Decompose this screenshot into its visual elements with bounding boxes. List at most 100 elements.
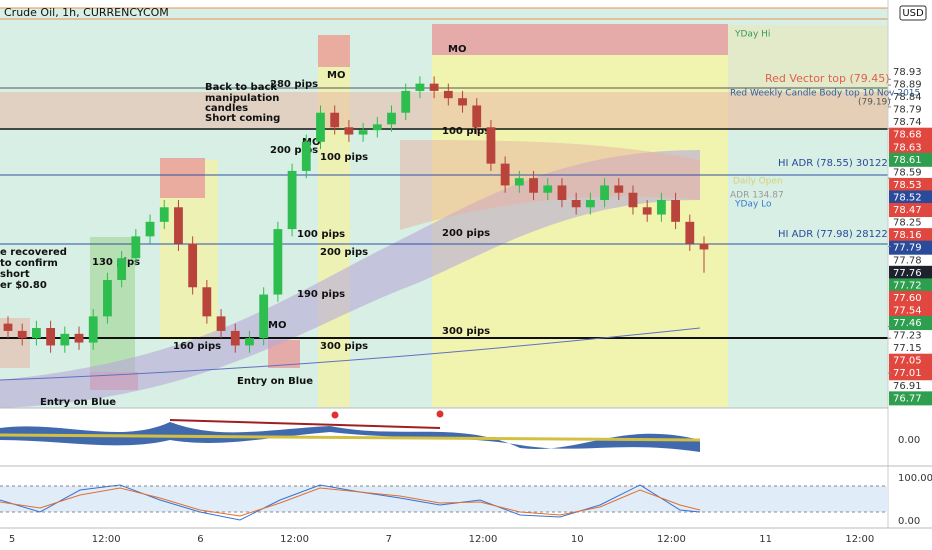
candle-body: [46, 328, 56, 346]
stoch-d: [0, 487, 701, 517]
level-label: Red Weekly Candle Body top 10 Nov 2015: [730, 89, 920, 99]
signal-dot: [436, 410, 444, 418]
osc-tick-label: 0.00: [898, 435, 920, 446]
y-tick-label: 77.78: [893, 255, 922, 266]
price-label: 78.16: [893, 230, 922, 241]
candle-body: [216, 316, 226, 331]
candle-body: [685, 221, 695, 244]
price-label: 77.05: [893, 356, 922, 367]
candle-body: [103, 280, 112, 317]
price-badge: [889, 203, 932, 218]
candle-body: [117, 258, 127, 280]
band: [400, 140, 700, 230]
candle-body: [60, 333, 70, 346]
candle-body: [330, 112, 340, 128]
price-badge: [889, 152, 932, 167]
level-label: YDay Hi: [734, 30, 770, 40]
y-tick-label: 77.15: [893, 343, 922, 354]
y-tick-label: 78.79: [893, 105, 922, 116]
candle-body: [245, 338, 254, 346]
annotation: 130 pips: [92, 257, 140, 268]
level-label: HI ADR (78.55) 301221: [778, 158, 894, 169]
y-tick-label: 78.89: [893, 79, 922, 90]
candle-body: [145, 221, 155, 237]
candle-body: [387, 112, 396, 125]
annotation: 200 pips: [442, 228, 490, 239]
candle-body: [529, 178, 538, 193]
x-tick-label: 12:00: [657, 534, 686, 545]
price-badge: [889, 127, 932, 142]
price-badge: [889, 240, 932, 255]
x-tick-label: 12:00: [280, 534, 309, 545]
stoch-band: [0, 486, 888, 512]
x-tick-label: 6: [197, 534, 203, 545]
candle-body: [358, 130, 368, 135]
zone: [160, 158, 205, 198]
candle-body: [301, 141, 311, 171]
annotation: MO: [268, 320, 286, 331]
candle-body: [159, 207, 169, 222]
annotation: Entry on Blue: [40, 397, 116, 408]
candle-body: [188, 243, 198, 288]
level-label: (79.19): [858, 98, 891, 108]
candle-body: [514, 178, 524, 186]
y-tick-label: 78.74: [893, 117, 922, 128]
annotation: to confirm: [0, 258, 58, 269]
candle-body: [443, 90, 453, 99]
annotation: er $0.80: [0, 280, 47, 291]
candle-body: [486, 127, 496, 164]
candle-body: [557, 185, 567, 200]
zone: [318, 35, 350, 67]
candle-body: [372, 124, 382, 131]
currency-label[interactable]: USD: [902, 8, 924, 19]
price-badge: [889, 140, 932, 155]
price-label: 76.77: [893, 393, 922, 404]
oscillator-area: [0, 422, 700, 452]
candle-body: [628, 192, 638, 208]
annotation: 160 pips: [173, 341, 221, 352]
candle-body: [32, 328, 41, 339]
annotation: 100 pips: [320, 152, 368, 163]
signal-dot: [331, 411, 339, 419]
price-label: 77.72: [893, 280, 922, 291]
candle-body: [600, 185, 609, 200]
price-badge: [889, 353, 932, 368]
candle-body: [642, 207, 652, 215]
price-badge: [889, 190, 932, 205]
price-label: 77.60: [893, 293, 922, 304]
price-badge: [889, 278, 932, 293]
candle-body: [174, 207, 183, 244]
annotation: 300 pips: [320, 341, 368, 352]
price-label: 78.47: [893, 205, 922, 216]
candle-body: [458, 98, 467, 106]
price-badge: [889, 265, 932, 280]
currency-badge[interactable]: [899, 5, 927, 21]
candle-body: [671, 200, 680, 222]
y-tick-label: 77.23: [893, 331, 922, 342]
candle-body: [316, 112, 325, 142]
candle-body: [88, 316, 98, 343]
annotation: MO: [448, 44, 466, 55]
x-tick-label: 7: [386, 534, 392, 545]
price-badge: [889, 303, 932, 318]
price-badge: [889, 366, 932, 381]
price-label: 77.79: [893, 243, 922, 254]
candle-body: [344, 127, 354, 135]
price-badge: [889, 290, 932, 305]
x-tick-label: 12:00: [469, 534, 498, 545]
candle-body: [656, 200, 666, 215]
candle-body: [571, 200, 581, 208]
candle-body: [543, 185, 553, 193]
y-tick-label: 78.93: [893, 67, 922, 78]
oscillator-line: [0, 433, 701, 442]
annotation: candles: [205, 103, 248, 114]
ma-line: [0, 327, 701, 381]
x-tick-label: 12:00: [845, 534, 874, 545]
annotation: MO: [327, 70, 345, 81]
candle-body: [429, 83, 439, 91]
y-tick-label: 78.59: [893, 167, 922, 178]
annotation: Short coming: [205, 113, 280, 124]
x-tick-label: 10: [571, 534, 584, 545]
candle-body: [500, 163, 510, 186]
